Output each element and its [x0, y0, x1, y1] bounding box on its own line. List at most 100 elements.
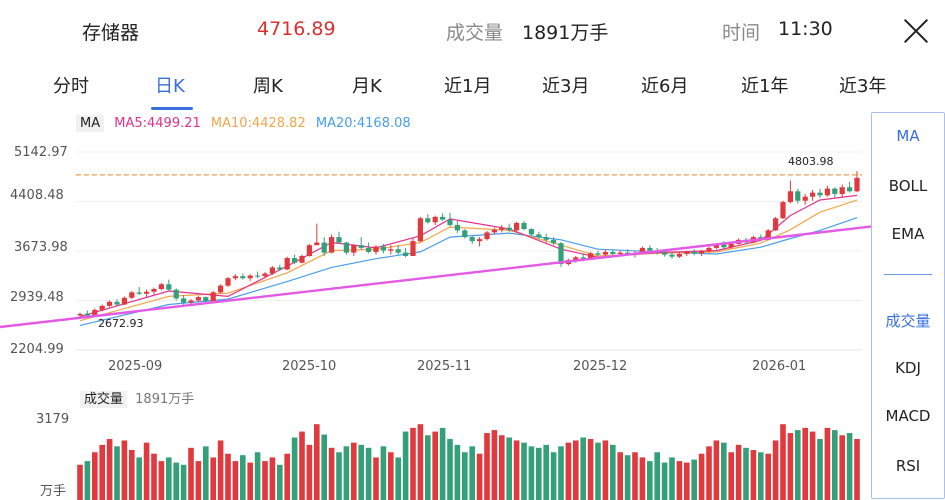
volume-bar [195, 461, 202, 500]
candle-body [240, 276, 246, 279]
volume-bar [269, 457, 276, 500]
candle-body [462, 230, 468, 238]
volume-bar [469, 446, 475, 500]
candle-body [277, 267, 283, 270]
volume-bar [832, 430, 838, 500]
candle-body [225, 278, 231, 286]
candle-body [84, 313, 90, 316]
volume-bar [114, 446, 120, 500]
ma10-value: MA10:4428.82 [210, 116, 306, 131]
y-tick-label: 5142.97 [14, 145, 68, 160]
indicator-boll[interactable]: BOLL [888, 177, 928, 195]
candle-body [299, 255, 305, 263]
tab-1-month[interactable]: 近1月 [444, 76, 492, 97]
volume-panel-title: 成交量 [80, 391, 128, 408]
candle-body [158, 284, 164, 290]
candle-body [269, 267, 275, 274]
x-tick-label: 2025-12 [573, 359, 628, 374]
time-label: 时间 [722, 22, 761, 44]
candle-body [99, 305, 105, 310]
tab-1-year[interactable]: 近1年 [741, 76, 789, 97]
tab-3-months[interactable]: 近3月 [542, 76, 590, 97]
volume-bar [721, 442, 727, 500]
volume-bar [543, 444, 549, 500]
indicator-volume[interactable]: 成交量 [885, 312, 931, 330]
volume-bar [780, 424, 786, 500]
ma20-line [79, 217, 858, 326]
volume-bar [188, 447, 194, 500]
candle-body [810, 192, 816, 197]
tab-6-months[interactable]: 近6月 [641, 76, 689, 97]
y-tick-label: 2204.99 [10, 342, 64, 357]
ma10-line [79, 199, 858, 322]
volume-bar [506, 437, 512, 500]
volume-bar [632, 452, 638, 500]
volume-bar [565, 442, 572, 500]
candle-body [210, 292, 216, 302]
candle-body [558, 243, 564, 265]
indicator-rsi[interactable]: RSI [895, 457, 921, 475]
candle-body [521, 222, 527, 230]
candlestick-chart[interactable]: 4803.98 2672.93 [0, 110, 945, 500]
time-value: 11:30 [778, 18, 833, 40]
candle-body [195, 297, 201, 301]
volume-bar [328, 447, 335, 500]
volume-bar [247, 462, 253, 500]
close-icon[interactable] [903, 18, 929, 44]
candle-body [617, 252, 623, 254]
candle-body [536, 234, 542, 238]
tab-monthly-k[interactable]: 月K [352, 76, 382, 97]
candle-body [410, 241, 416, 256]
indicator-kdj[interactable]: KDJ [895, 359, 921, 377]
tab-intraday[interactable]: 分时 [53, 76, 89, 97]
candle-body [854, 177, 860, 192]
volume-bar [743, 447, 749, 500]
volume-bar [765, 453, 771, 500]
volume-bar [839, 435, 845, 500]
candle-body [321, 242, 327, 253]
volume-bar [321, 434, 327, 500]
volume-bar [691, 459, 697, 500]
candle-body [232, 276, 238, 279]
indicator-macd[interactable]: MACD [885, 407, 931, 425]
candle-body [306, 245, 312, 256]
tab-weekly-k[interactable]: 周K [253, 76, 283, 97]
candle-body [469, 237, 475, 242]
candle-body [691, 251, 697, 254]
volume-unit-label: 万手 [40, 484, 67, 499]
candle-body [551, 239, 557, 244]
volume-bar [728, 452, 734, 500]
trend-line [0, 216, 945, 329]
candle-body [787, 191, 793, 203]
candle-body [417, 218, 423, 242]
indicator-ema[interactable]: EMA [891, 225, 925, 243]
volume-bar [846, 433, 853, 500]
volume-bar [380, 446, 387, 500]
volume-bar [447, 438, 453, 500]
volume-bar [499, 435, 505, 500]
candle-body [77, 313, 83, 316]
ma5-value: MA5:4499.21 [114, 116, 201, 131]
header-bar: 存储器 4716.89 成交量 1891万手 时间 11:30 [0, 0, 945, 62]
indicator-ma[interactable]: MA [896, 127, 920, 145]
volume-panel-value: 1891万手 [135, 392, 195, 407]
candle-body [343, 242, 349, 253]
volume-bar [772, 440, 779, 500]
volume-bar [684, 462, 690, 500]
volume-bar [735, 444, 742, 500]
tab-3-years[interactable]: 近3年 [839, 76, 887, 97]
candle-body [262, 273, 268, 277]
volume-bar [84, 461, 91, 500]
volume-bar [824, 427, 831, 500]
candle-body [388, 249, 394, 251]
candle-body [832, 188, 838, 194]
volume-bar [706, 446, 712, 500]
volume-bar [454, 444, 461, 500]
volume-bar [528, 446, 535, 500]
tab-daily-k[interactable]: 日K [155, 76, 185, 97]
high-price-label: 4803.98 [788, 155, 834, 168]
candle-body [166, 284, 172, 290]
x-tick-label: 2026-01 [752, 359, 807, 374]
candle-body [403, 252, 409, 256]
volume-bar [143, 442, 150, 500]
